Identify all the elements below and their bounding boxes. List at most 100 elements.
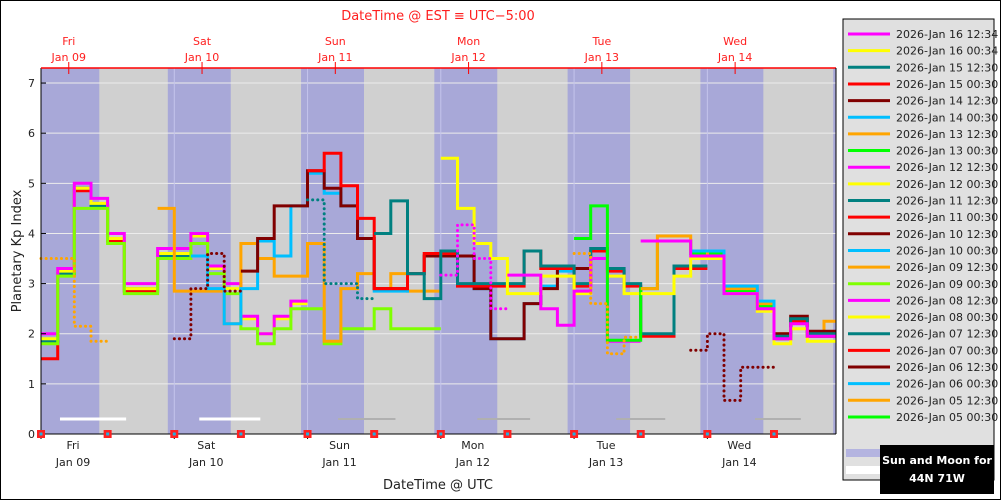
x-tick-date: Jan 09	[55, 456, 90, 469]
legend-label: 2026-Jan 09 00:30	[896, 278, 998, 291]
y-tick-label: 2	[28, 328, 35, 341]
legend-item[interactable]: 2026-Jan 09 00:30	[848, 278, 998, 291]
legend-label: 2026-Jan 16 12:34	[896, 28, 998, 41]
est-tick-day: Tue	[591, 35, 611, 48]
y-tick-label: 3	[28, 278, 35, 291]
y-tick-label: 5	[28, 177, 35, 190]
y-axis-title: Planetary Kp Index	[10, 189, 25, 312]
legend-label: 2026-Jan 05 00:30	[896, 411, 998, 424]
legend-item[interactable]: 2026-Jan 12 12:30	[848, 161, 998, 174]
sun-marker-center	[772, 432, 776, 436]
night-band	[833, 68, 836, 434]
legend-item[interactable]: 2026-Jan 05 12:30	[848, 394, 998, 407]
legend-label: 2026-Jan 14 00:30	[896, 111, 998, 124]
legend-item[interactable]: 2026-Jan 14 00:30	[848, 111, 998, 124]
legend-item[interactable]: 2026-Jan 10 00:30	[848, 244, 998, 257]
est-tick-date: Jan 12	[450, 51, 485, 64]
x-tick-day: Fri	[66, 439, 79, 452]
series-line	[640, 239, 836, 341]
x-tick-day: Sun	[329, 439, 350, 452]
legend-label: 2026-Jan 07 12:30	[896, 328, 998, 341]
legend-label: 2026-Jan 13 00:30	[896, 145, 998, 158]
x-tick-day: Wed	[727, 439, 751, 452]
y-tick-label: 1	[28, 378, 35, 391]
night-band	[301, 68, 364, 434]
legend-item[interactable]: 2026-Jan 12 00:30	[848, 178, 998, 191]
night-band	[167, 68, 231, 434]
est-tick-day: Sun	[325, 35, 346, 48]
sun-marker-center	[639, 432, 643, 436]
est-tick-date: Jan 10	[184, 51, 219, 64]
legend-item[interactable]: 2026-Jan 11 00:30	[848, 211, 998, 224]
sun-marker-center	[172, 432, 176, 436]
legend-item[interactable]: 2026-Jan 09 12:30	[848, 261, 998, 274]
legend-item[interactable]: 2026-Jan 13 00:30	[848, 145, 998, 158]
legend-label: 2026-Jan 14 12:30	[896, 95, 998, 108]
est-tick-day: Fri	[62, 35, 75, 48]
est-tick-day: Mon	[457, 35, 480, 48]
legend-item[interactable]: 2026-Jan 13 12:30	[848, 128, 998, 141]
x-tick-day: Sat	[197, 439, 216, 452]
legend-item[interactable]: 2026-Jan 07 12:30	[848, 328, 998, 341]
y-tick-label: 7	[28, 77, 35, 90]
sun-marker-center	[572, 432, 576, 436]
sun-moon-line2: 44N 71W	[909, 472, 965, 485]
legend-item[interactable]: 2026-Jan 16 00:34	[848, 45, 998, 58]
series-line-dotted	[172, 252, 243, 341]
legend-item[interactable]: 2026-Jan 08 00:30	[848, 311, 998, 324]
legend-item[interactable]: 2026-Jan 08 12:30	[848, 294, 998, 307]
x-tick-date: Jan 11	[321, 456, 356, 469]
legend-item[interactable]: 2026-Jan 16 12:34	[848, 28, 998, 41]
est-tick-date: Jan 13	[584, 51, 619, 64]
legend-label: 2026-Jan 12 12:30	[896, 161, 998, 174]
x-tick-date: Jan 13	[588, 456, 623, 469]
legend-label: 2026-Jan 11 12:30	[896, 195, 998, 208]
legend-label: 2026-Jan 15 00:30	[896, 78, 998, 91]
sun-marker-center	[39, 432, 43, 436]
legend-label: 2026-Jan 11 00:30	[896, 211, 998, 224]
sun-marker-center	[106, 432, 110, 436]
series-line	[157, 206, 441, 343]
series-line-dotted	[572, 252, 643, 356]
legend-item[interactable]: 2026-Jan 06 00:30	[848, 378, 998, 391]
legend-item[interactable]: 2026-Jan 05 00:30	[848, 411, 998, 424]
series-line	[307, 151, 708, 338]
est-tick-date: Jan 11	[317, 51, 352, 64]
legend-item[interactable]: 2026-Jan 15 12:30	[848, 61, 998, 74]
legend-item[interactable]: 2026-Jan 06 12:30	[848, 361, 998, 374]
night-band	[41, 68, 100, 434]
legend-label: 2026-Jan 06 00:30	[896, 378, 998, 391]
axes: 0 1 2 3 4 5 6 7 Fri Jan 09 Sat Jan 10 Sun Jan 11 Mon Ja…	[28, 35, 837, 469]
sun-marker-center	[372, 432, 376, 436]
x-tick-day: Mon	[461, 439, 484, 452]
sun-marker-center	[505, 432, 509, 436]
sun-marker-center	[705, 432, 709, 436]
x-tick-date: Jan 14	[721, 456, 756, 469]
x-tick-date: Jan 12	[455, 456, 490, 469]
legend-label: 2026-Jan 16 00:34	[896, 45, 998, 58]
legend: 2026-Jan 16 12:34 2026-Jan 16 00:34 2026-J…	[842, 18, 998, 481]
series-line-dotted	[306, 198, 376, 301]
legend-item[interactable]: 2026-Jan 07 00:30	[848, 344, 998, 357]
sun-moon-line1: Sun and Moon for	[882, 454, 992, 467]
legend-item[interactable]: 2026-Jan 15 00:30	[848, 78, 998, 91]
legend-item[interactable]: 2026-Jan 14 12:30	[848, 95, 998, 108]
sun-marker-center	[439, 432, 443, 436]
sun-moon-box: Sun and Moon for 44N 71W	[846, 445, 994, 494]
est-tick-day: Sat	[193, 35, 212, 48]
est-tick-date: Jan 09	[51, 51, 86, 64]
legend-item[interactable]: 2026-Jan 11 12:30	[848, 195, 998, 208]
legend-label: 2026-Jan 09 12:30	[896, 261, 998, 274]
y-tick-label: 6	[28, 127, 35, 140]
legend-label: 2026-Jan 10 12:30	[896, 228, 998, 241]
legend-label: 2026-Jan 10 00:30	[896, 244, 998, 257]
est-tick-date: Jan 14	[717, 51, 752, 64]
moon-swatch	[846, 466, 888, 474]
x-tick-day: Tue	[596, 439, 616, 452]
series-line	[41, 181, 308, 336]
series-line-dotted	[439, 223, 509, 311]
legend-label: 2026-Jan 07 00:30	[896, 344, 998, 357]
top-axis-title: DateTime @ EST ≡ UTC−5:00	[341, 9, 535, 24]
legend-item[interactable]: 2026-Jan 10 12:30	[848, 228, 998, 241]
